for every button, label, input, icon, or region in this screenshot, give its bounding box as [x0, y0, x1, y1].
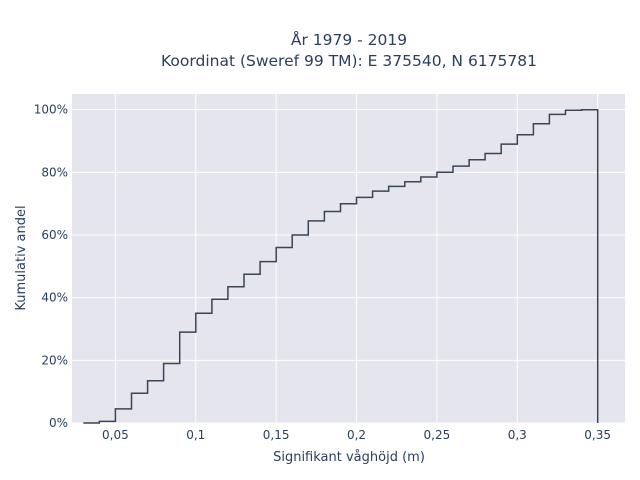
x-axis-title: Signifikant våghöjd (m) [273, 450, 425, 465]
x-axis-ticks: 0,05 0,1 0,15 0,2 0,25 0,3 0,35 [102, 428, 611, 442]
y-axis-ticks: 0% 20% 40% 60% 80% 100% [34, 103, 68, 430]
x-tick-label: 0,3 [508, 428, 527, 442]
x-tick-label: 0,35 [584, 428, 611, 442]
chart-subtitle: Koordinat (Sweref 99 TM): E 375540, N 61… [161, 52, 537, 70]
y-gridlines [72, 109, 625, 424]
y-tick-label: 80% [41, 165, 68, 179]
cumulative-step-line [83, 108, 599, 424]
chart-title: År 1979 - 2019 [291, 30, 407, 49]
y-axis-title: Kumulativ andel [14, 205, 29, 310]
y-tick-label: 20% [41, 353, 68, 367]
y-tick-label: 100% [34, 103, 68, 117]
x-tick-label: 0,2 [347, 428, 366, 442]
y-tick-label: 40% [41, 291, 68, 305]
series-layer [83, 108, 599, 424]
x-tick-label: 0,1 [186, 428, 205, 442]
plot-area [72, 94, 625, 423]
x-tick-label: 0,25 [424, 428, 451, 442]
y-tick-label: 60% [41, 228, 68, 242]
y-tick-label: 0% [49, 416, 68, 430]
x-tick-label: 0,05 [102, 428, 129, 442]
x-tick-label: 0,15 [263, 428, 290, 442]
